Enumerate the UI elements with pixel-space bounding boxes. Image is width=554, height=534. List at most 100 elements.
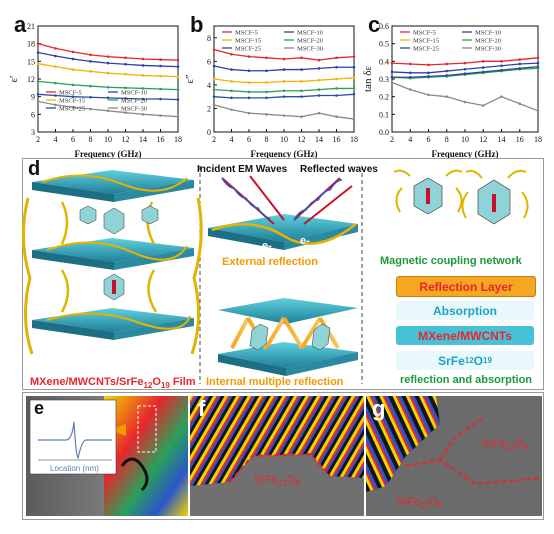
panel-label-a: a <box>14 12 27 37</box>
data-point <box>265 81 268 84</box>
y-tick-label: 0.6 <box>379 22 389 31</box>
data-point <box>427 93 430 97</box>
data-point <box>352 117 356 121</box>
data-point <box>36 100 40 103</box>
data-point <box>124 72 127 76</box>
data-point <box>141 113 145 116</box>
data-point <box>445 62 449 66</box>
y-axis-label: ε″ <box>184 74 196 83</box>
data-point <box>124 62 127 66</box>
data-point <box>335 87 338 90</box>
data-point <box>463 72 467 75</box>
electron-label-3: e- <box>300 235 310 247</box>
y-tick-label: 2 <box>207 104 211 113</box>
data-point <box>176 58 180 62</box>
y-tick-label: 6 <box>31 110 35 119</box>
x-tick-label: 10 <box>280 135 288 144</box>
magnetic-coupling-label: Magnetic coupling network <box>380 255 522 267</box>
data-point <box>230 96 233 100</box>
data-point <box>500 95 503 98</box>
data-point <box>54 65 57 68</box>
magnetic-coupling-illustration <box>393 169 529 225</box>
data-point <box>176 98 180 101</box>
inset-xlabel: Location (nm) <box>50 464 99 473</box>
data-point <box>408 75 412 79</box>
mxene-mwcnts-box: MXene/MWCNTs <box>396 326 534 345</box>
reflection-layer-box: Reflection Layer <box>396 276 536 297</box>
data-point <box>106 61 110 65</box>
data-point <box>282 89 286 93</box>
data-point <box>106 85 110 89</box>
incident-waves-label: Incident EM Waves <box>197 164 288 175</box>
data-point <box>390 70 394 74</box>
x-tick-label: 4 <box>408 135 412 144</box>
data-point <box>176 88 180 91</box>
data-point <box>71 105 75 109</box>
data-point <box>390 81 394 84</box>
data-point <box>89 84 92 88</box>
y-tick-label: 15 <box>27 57 35 66</box>
data-point <box>141 74 145 77</box>
data-point <box>463 100 467 104</box>
y-tick-label: 0.2 <box>379 93 389 102</box>
data-point <box>408 71 412 75</box>
panel-f-material-label: SrFe12O9 <box>254 474 300 489</box>
chart-a: 2 4 6 8 10 12 14 16 18 3 6 9 12 15 18 21 Frequency (GHz)… <box>8 22 182 159</box>
x-axis-label: Frequency (GHz) <box>74 149 141 159</box>
data-point <box>71 95 75 98</box>
data-point <box>265 56 268 60</box>
x-tick-label: 2 <box>390 135 394 144</box>
data-point <box>427 75 430 78</box>
data-point <box>36 51 40 54</box>
data-point <box>317 88 321 91</box>
data-point <box>518 102 522 106</box>
data-point <box>89 60 92 63</box>
data-point <box>159 58 162 61</box>
electron-label-2: e- <box>262 240 272 252</box>
x-axis-label: Frequency (GHz) <box>250 149 317 159</box>
data-point <box>230 80 233 83</box>
reflection-absorption-label: reflection and absorption <box>400 374 533 386</box>
data-point <box>54 103 57 107</box>
data-point <box>300 68 303 71</box>
data-point <box>106 55 110 58</box>
data-point <box>54 54 57 58</box>
legend-label: MSCF-25 <box>413 46 439 53</box>
y-tick-label: 8 <box>207 34 211 43</box>
legend-label: MSCF-20 <box>121 98 147 105</box>
data-point <box>159 74 162 78</box>
series-line <box>213 104 355 120</box>
legend-label: MSCF-5 <box>59 90 82 97</box>
x-tick-label: 6 <box>427 135 431 144</box>
data-point <box>282 95 286 98</box>
data-point <box>265 90 268 94</box>
data-point <box>518 58 522 61</box>
x-tick-label: 12 <box>298 135 306 144</box>
x-tick-label: 18 <box>534 135 542 144</box>
x-tick-label: 16 <box>333 135 341 144</box>
data-point <box>141 97 145 101</box>
data-point <box>317 58 321 62</box>
data-point <box>265 113 268 116</box>
legend-label: MSCF-15 <box>59 98 85 105</box>
panel-e-image <box>26 396 188 516</box>
external-reflection-illustration <box>208 175 358 376</box>
data-point <box>176 115 180 118</box>
x-tick-label: 8 <box>89 135 93 144</box>
data-point <box>445 74 449 77</box>
reflected-waves-label: Reflected waves <box>300 164 378 175</box>
data-point <box>445 69 449 73</box>
data-point <box>265 96 268 100</box>
x-tick-label: 10 <box>461 135 469 144</box>
data-point <box>89 70 92 73</box>
data-point <box>71 50 75 54</box>
data-point <box>247 96 251 100</box>
data-point <box>159 114 162 117</box>
panel-d-illustration <box>22 166 529 384</box>
data-point <box>536 65 540 68</box>
data-point <box>36 62 40 65</box>
y-tick-label: 9 <box>31 93 35 102</box>
x-tick-label: 8 <box>445 135 449 144</box>
data-point <box>300 80 303 83</box>
